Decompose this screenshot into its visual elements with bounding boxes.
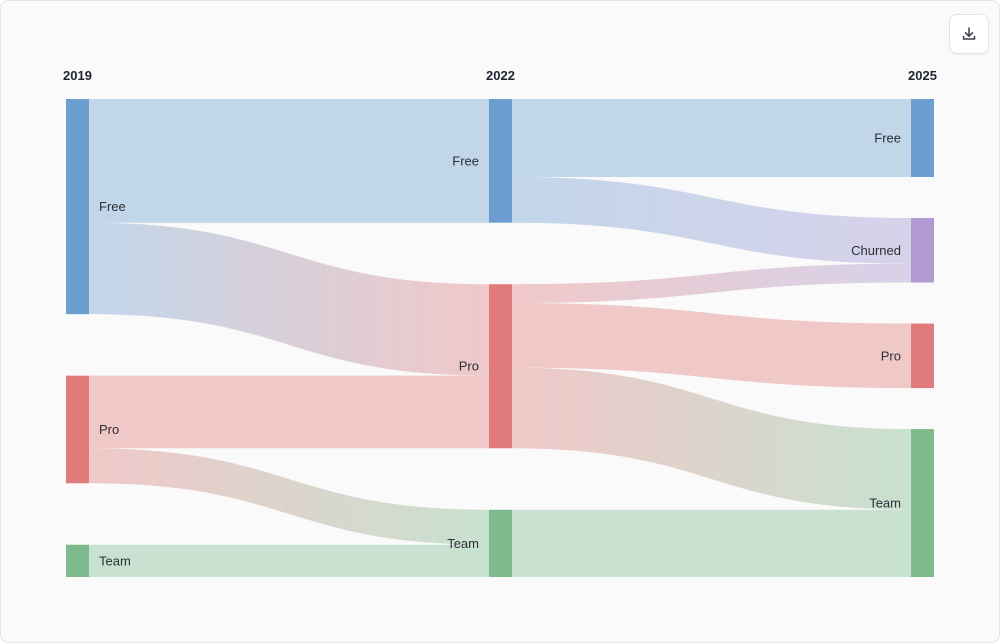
sankey-nodes: [66, 99, 934, 577]
download-icon: [962, 27, 976, 40]
node-label-2022-pro: Pro: [459, 359, 479, 374]
column-label-2019: 2019: [63, 68, 92, 83]
column-label-2022: 2022: [486, 68, 515, 83]
sankey-link-2022-free-to-2025-free[interactable]: [512, 99, 911, 177]
sankey-link-2022-team-to-2025-team[interactable]: [512, 509, 911, 577]
node-label-2019-team: Team: [99, 553, 131, 568]
sankey-node-2025-pro[interactable]: [911, 323, 934, 389]
node-label-2025-churned: Churned: [851, 243, 901, 258]
node-label-2025-team: Team: [869, 496, 901, 511]
sankey-node-2019-free[interactable]: [66, 99, 89, 315]
sankey-link-2019-team-to-2022-team[interactable]: [89, 544, 489, 577]
download-button[interactable]: [949, 14, 989, 54]
sankey-labels: Free Pro Team Free Pro Team Free Churned Pro Team…: [63, 68, 937, 568]
sankey-node-2025-churned[interactable]: [911, 217, 934, 283]
sankey-link-2019-free-to-2022-free[interactable]: [89, 99, 489, 223]
column-label-2025: 2025: [908, 68, 937, 83]
sankey-link-2022-free-to-2025-churned[interactable]: [512, 176, 911, 264]
node-label-2019-pro: Pro: [99, 422, 119, 437]
sankey-node-2019-pro[interactable]: [66, 375, 89, 484]
sankey-node-2025-free[interactable]: [911, 99, 934, 177]
sankey-node-2022-team[interactable]: [489, 509, 512, 577]
node-label-2022-team: Team: [447, 536, 479, 551]
sankey-link-2019-pro-to-2022-team[interactable]: [89, 448, 489, 545]
sankey-link-2022-pro-to-2025-pro[interactable]: [512, 303, 911, 389]
sankey-node-2022-free[interactable]: [489, 99, 512, 223]
sankey-node-2025-team[interactable]: [911, 429, 934, 577]
sankey-links: [89, 99, 911, 577]
sankey-link-2019-free-to-2022-pro[interactable]: [89, 222, 489, 376]
node-label-2022-free: Free: [452, 153, 479, 168]
sankey-link-2022-pro-to-2025-churned[interactable]: [512, 263, 911, 304]
sankey-node-2022-pro[interactable]: [489, 284, 512, 449]
node-label-2025-pro: Pro: [881, 348, 901, 363]
node-label-2025-free: Free: [874, 130, 901, 145]
sankey-link-2022-pro-to-2025-team[interactable]: [512, 367, 911, 510]
node-label-2019-free: Free: [99, 199, 126, 214]
sankey-link-2019-pro-to-2022-pro[interactable]: [89, 375, 489, 449]
sankey-node-2019-team[interactable]: [66, 544, 89, 577]
